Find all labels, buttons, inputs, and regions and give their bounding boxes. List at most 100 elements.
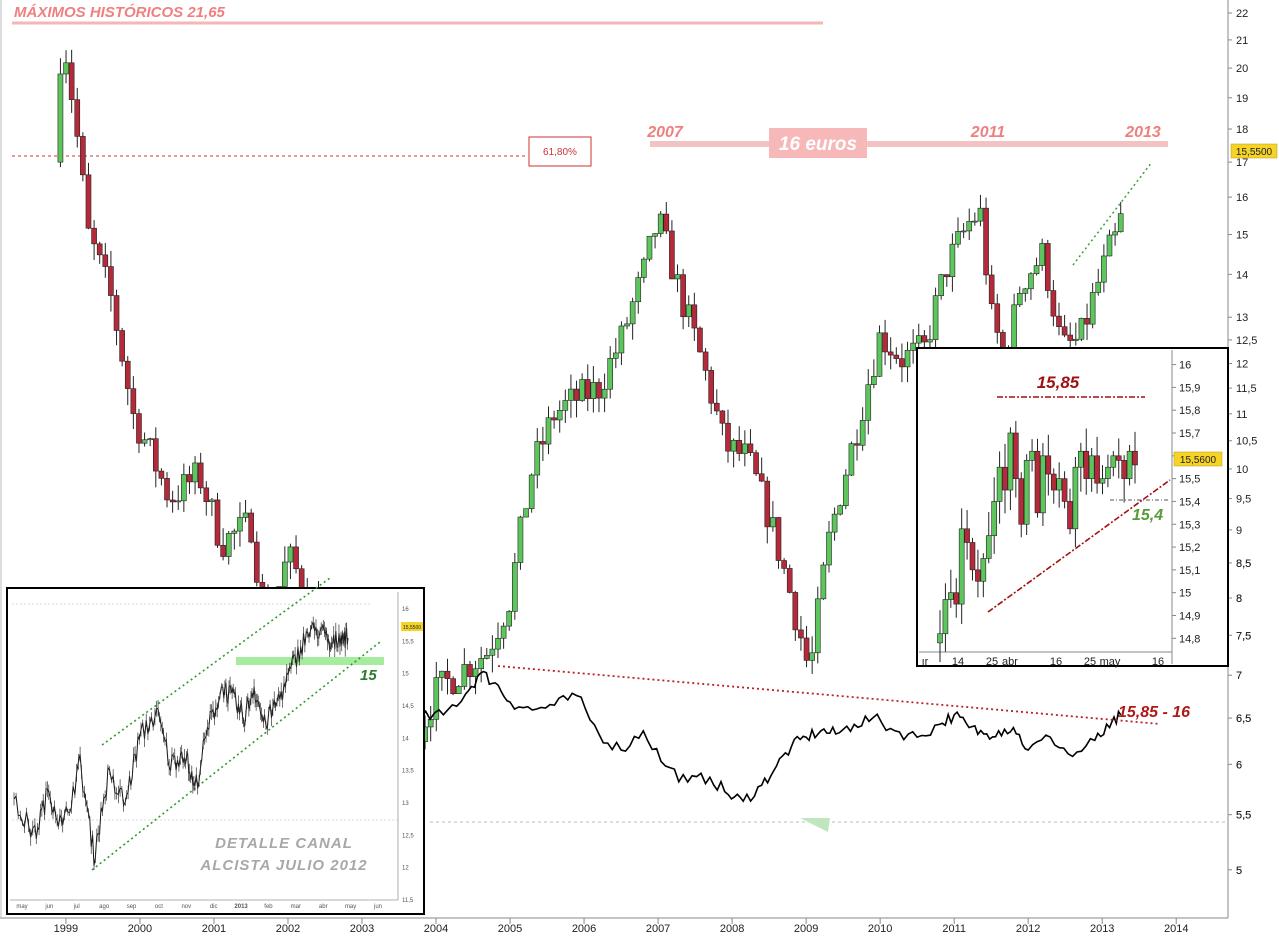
candle-up: [1089, 292, 1096, 325]
y-tick-label: 22: [1236, 8, 1248, 20]
inset-daily-candle-down: [1061, 478, 1068, 502]
candle-up: [225, 533, 232, 557]
x-tick-labels: 1999 2000 2001 2002 2003 2004 2005 2006 2007 2008…: [54, 918, 1188, 935]
x-tick-label: 2009: [794, 923, 818, 935]
inset-daily-x-tick-label: ır: [922, 656, 929, 668]
y-tick-label: 12,5: [1236, 335, 1257, 347]
candle-down: [697, 327, 703, 353]
candle-up: [1078, 318, 1085, 340]
candle-up: [147, 438, 153, 441]
inset-daily-price-tag: [1173, 451, 1223, 467]
candle-up: [859, 420, 866, 446]
candle-up: [843, 474, 849, 506]
y-tick-label: 21: [1236, 35, 1248, 47]
inset-daily-candle-up: [1126, 450, 1133, 479]
inset-channel-x-tick-label: may: [16, 904, 27, 910]
inset-daily-candle-down: [1050, 473, 1057, 491]
x-tick-label: 2000: [128, 923, 152, 935]
candle-down: [573, 388, 580, 401]
inset-daily-outer-label: 8: [1236, 593, 1242, 605]
candle-down: [551, 417, 557, 421]
candle-up: [472, 668, 479, 677]
peak-label-2013: 2013: [1124, 124, 1161, 141]
oscillator-low-fill: [800, 818, 830, 832]
inset-daily-x-tick-label: abr: [1002, 656, 1018, 668]
candle-up: [439, 670, 445, 678]
inset-daily-price-value: 15,5600: [1180, 455, 1217, 466]
candle-up: [175, 500, 182, 503]
inset-channel-x-tick-label: jul: [73, 904, 80, 910]
resistance-label: 16 euros: [779, 134, 857, 155]
candle-up: [562, 400, 569, 411]
inset-daily-candle-down: [964, 528, 970, 543]
inset-daily-x-tick-label: 16: [1050, 656, 1062, 668]
candle-down: [91, 227, 97, 245]
y-tick-label: 19: [1236, 93, 1248, 105]
candle-down: [669, 230, 675, 280]
candle-down: [169, 499, 176, 503]
inset-channel-bars: [13, 616, 348, 871]
candle-down: [994, 303, 1001, 333]
inset-channel-chart: 16 15,5 15 14,5 14 13,5 13 12,5 12 11,5 may jun jul…: [6, 577, 425, 915]
candle-down: [747, 443, 754, 453]
x-tick-label: 2003: [350, 923, 374, 935]
candle-up: [1022, 288, 1029, 294]
inset-daily-x-tick-label: 14: [952, 656, 964, 668]
last-price-tag: [1230, 143, 1278, 159]
candle-down: [130, 388, 137, 414]
inset-channel-y-tick-label: 12,5: [402, 833, 414, 839]
y-tick-label: 7: [1236, 670, 1242, 682]
inset-channel-y-tick-label: 15,5: [402, 639, 414, 645]
inset-channel-y-tick-label: 15: [402, 672, 409, 678]
x-tick-label: 2004: [424, 923, 448, 935]
candle-up: [495, 637, 501, 650]
candle-up: [809, 652, 815, 661]
y-tick-label: 18: [1236, 124, 1248, 136]
inset-daily-candle-down: [1115, 455, 1122, 461]
inset-daily-candle-up: [1007, 432, 1014, 491]
candle-up: [242, 512, 249, 518]
candle-down: [781, 560, 787, 569]
inset-daily-candle-down: [1067, 501, 1073, 530]
candle-down: [702, 351, 709, 371]
historic-high-label: MÁXIMOS HISTÓRICOS 21,65: [14, 3, 226, 21]
candle-up: [517, 516, 524, 563]
candle-up: [674, 274, 681, 280]
candle-up: [613, 352, 619, 359]
candle-down: [1067, 334, 1074, 341]
inset-daily-candle-down: [1034, 450, 1041, 514]
inset-daily-outer-scale: 8,5 8 7,5 7 6,5 6 5,5 5: [1236, 558, 1251, 877]
inset-daily-outer-label: 5: [1236, 865, 1242, 877]
y-tick-label: 14: [1236, 269, 1248, 281]
inset-channel-y-tick-label: 13: [402, 801, 409, 807]
inset-daily-candle-up: [1099, 478, 1106, 484]
inset-daily-candle-down: [1083, 450, 1090, 479]
y-tick-label: 12: [1236, 359, 1248, 371]
fib-level-label: 61,80%: [543, 147, 577, 158]
candle-up: [528, 474, 535, 509]
candle-down: [798, 629, 804, 639]
candle-down: [108, 266, 114, 296]
inset-daily-x-tick-label: 25: [986, 656, 998, 668]
candle-up: [1028, 273, 1034, 290]
candle-up: [977, 207, 984, 222]
candle-up: [607, 358, 613, 390]
candle-up: [1073, 338, 1079, 341]
candle-up: [506, 611, 513, 627]
inset-daily-y-tick-label: 15,9: [1179, 382, 1200, 394]
candle-up: [231, 530, 238, 534]
inset-daily-x-tick-label: 16: [1152, 656, 1164, 668]
inset-daily-candle-up: [1040, 455, 1046, 514]
candle-down: [248, 512, 254, 543]
x-tick-label: 2012: [1016, 923, 1040, 935]
inset-daily-y-tick-label: 16: [1179, 360, 1191, 372]
candle-up: [826, 531, 832, 566]
candle-up: [545, 417, 552, 445]
candle-down: [775, 517, 782, 561]
inset-channel-x-tick-label: oct: [155, 904, 163, 910]
y-tick-label: 16: [1236, 192, 1248, 204]
y-tick-label: 6,5: [1236, 713, 1251, 725]
candle-down: [753, 452, 759, 475]
y-tick-label: 5,5: [1236, 810, 1251, 822]
inset-daily-candle-up: [991, 501, 997, 536]
